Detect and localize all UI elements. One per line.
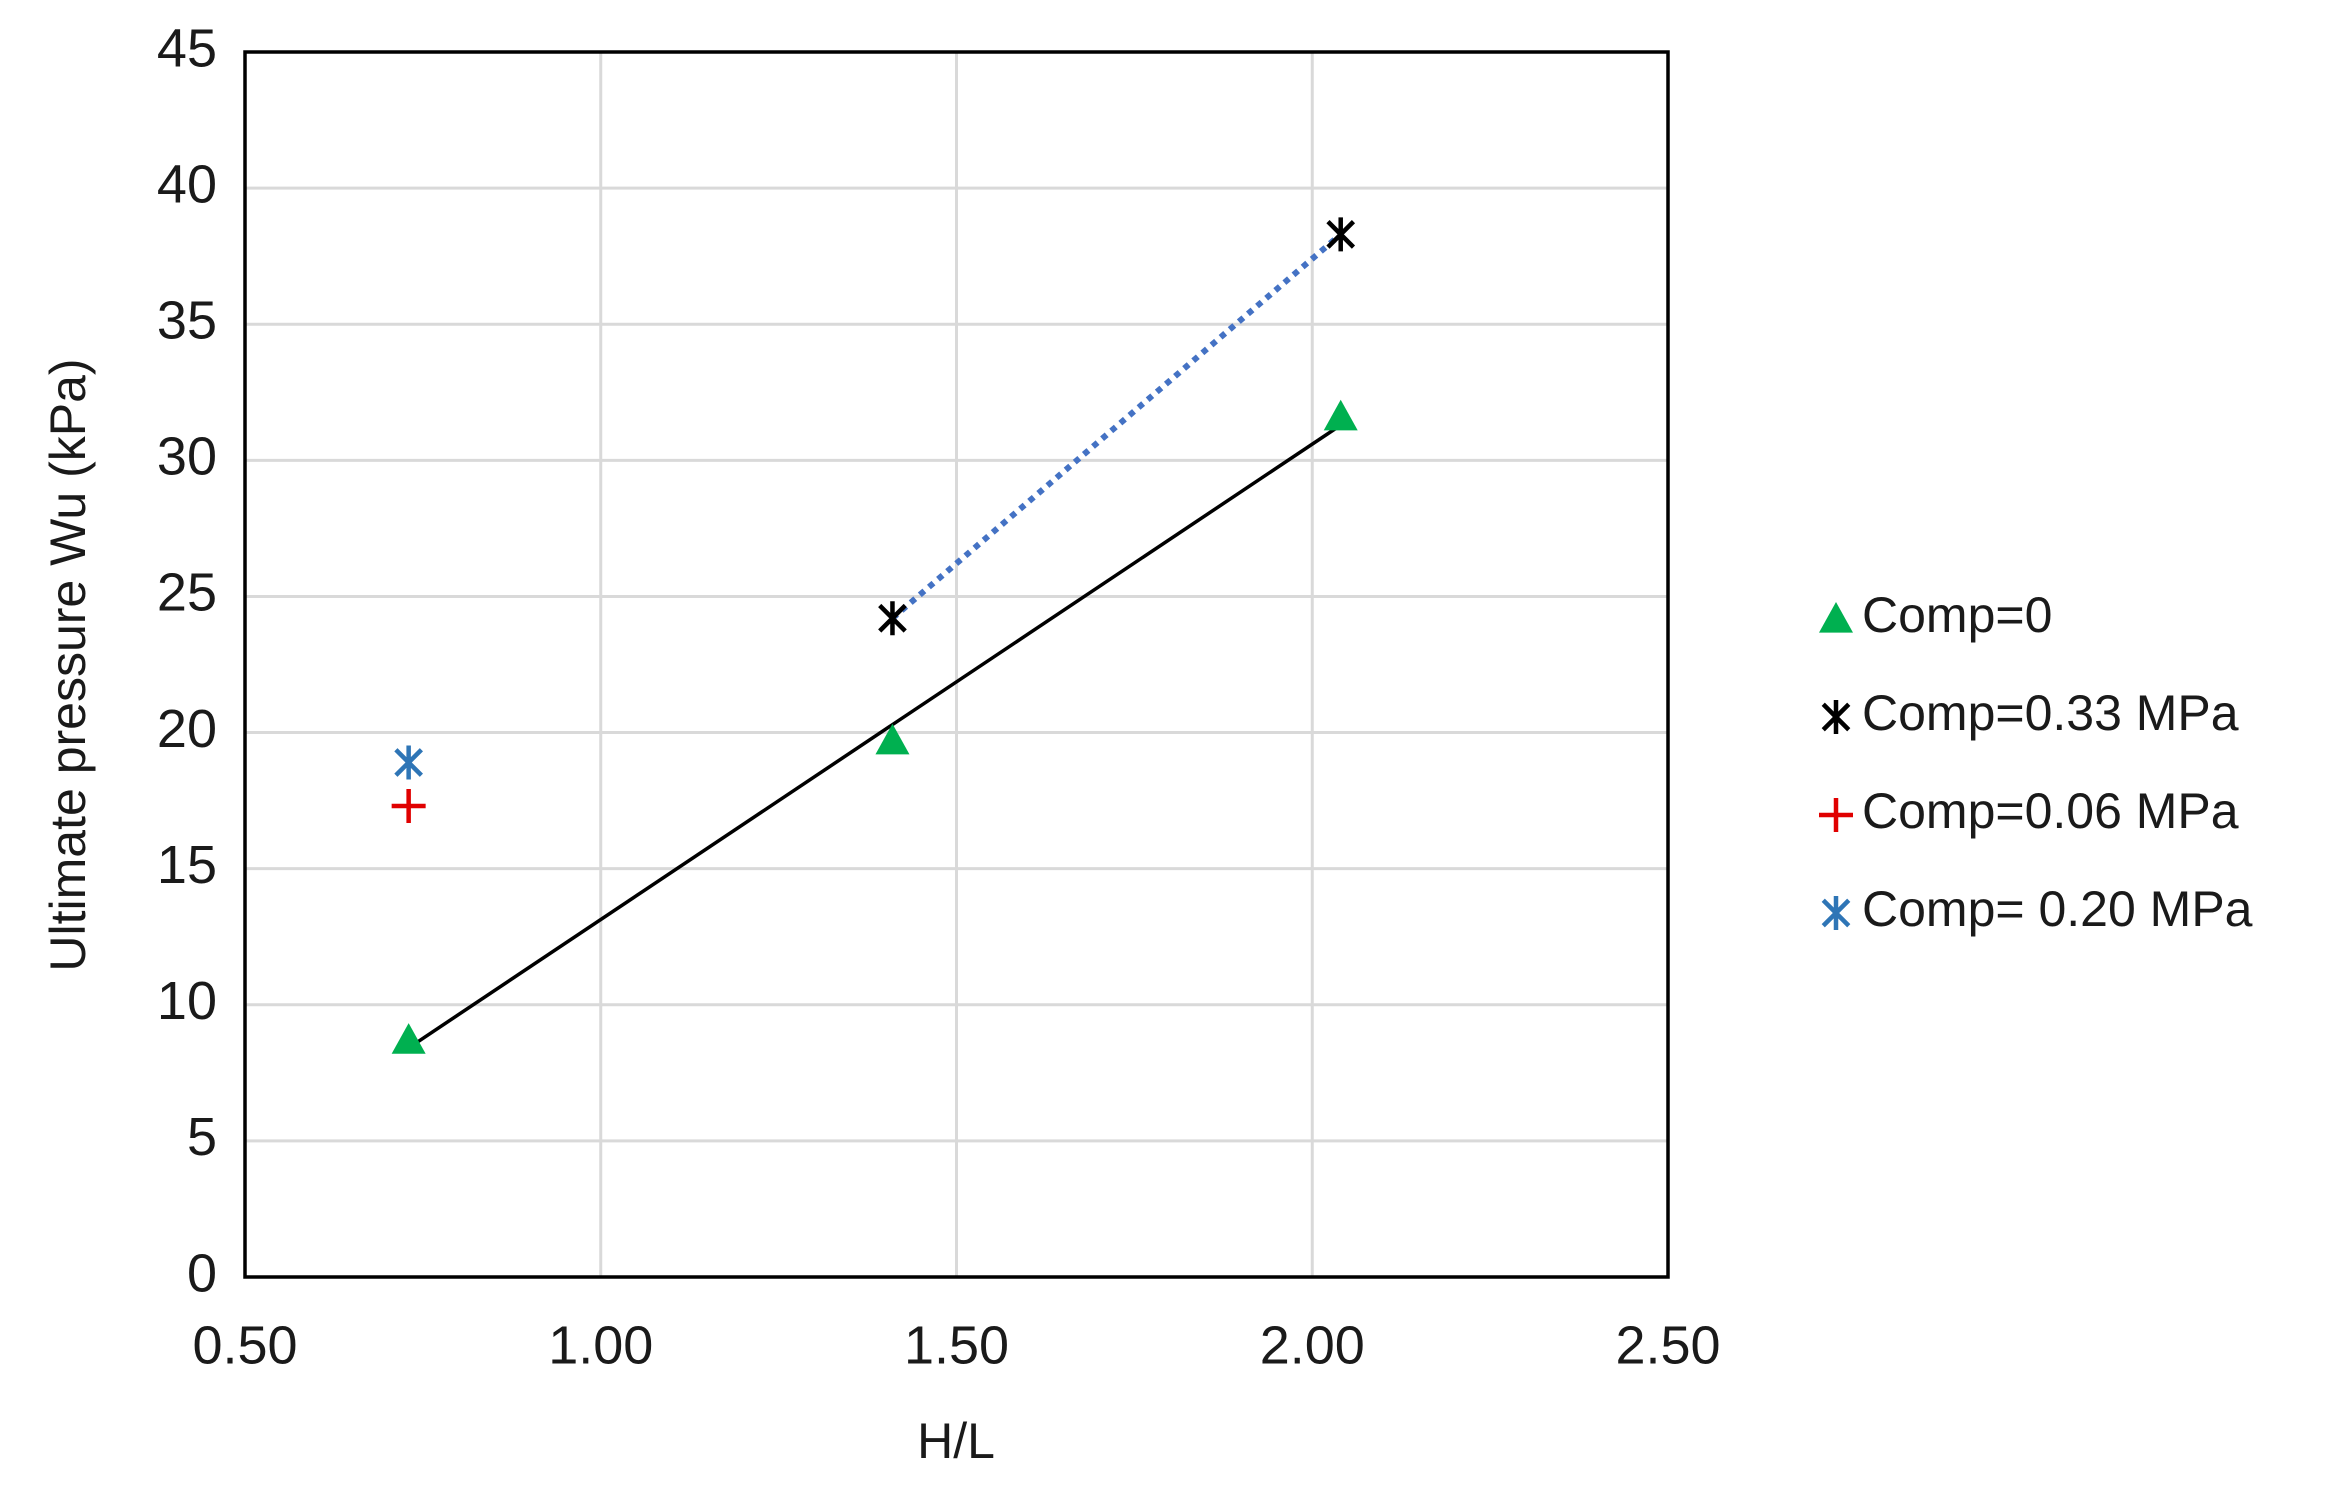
y-tick-label: 10 — [157, 971, 217, 1031]
y-tick-label: 30 — [157, 427, 217, 487]
x-tick-label: 1.50 — [904, 1315, 1009, 1375]
y-tick-label: 20 — [157, 699, 217, 759]
y-tick-label: 35 — [157, 290, 217, 350]
legend-label: Comp= 0.20 MPa — [1862, 881, 2253, 937]
legend-label: Comp=0 — [1862, 587, 2052, 643]
marker — [1326, 217, 1356, 252]
marker — [391, 1023, 426, 1054]
x-tick-label: 0.50 — [192, 1315, 297, 1375]
legend-label: Comp=0.33 MPa — [1862, 685, 2239, 741]
y-tick-label: 45 — [157, 18, 217, 78]
legend-label: Comp=0.06 MPa — [1862, 783, 2239, 839]
legend-marker — [1821, 700, 1851, 734]
x-tick-label: 2.50 — [1615, 1315, 1720, 1375]
trendline — [890, 232, 1343, 621]
trendline — [407, 423, 1342, 1050]
marker — [394, 745, 423, 780]
x-tick-label: 1.00 — [548, 1315, 653, 1375]
y-tick-label: 40 — [157, 154, 217, 214]
marker — [1323, 399, 1358, 431]
legend-marker — [1819, 602, 1853, 633]
plot-border — [243, 50, 1670, 1279]
y-tick-label: 25 — [157, 563, 217, 623]
y-tick-label: 5 — [187, 1107, 217, 1167]
y-tick-label: 0 — [187, 1243, 217, 1303]
legend-marker — [1821, 896, 1851, 930]
y-axis-title: Ultimate pressure Wu (kPa) — [40, 358, 96, 971]
marker — [878, 601, 907, 636]
x-axis-title: H/L — [917, 1413, 995, 1469]
marker — [875, 723, 910, 755]
y-tick-label: 15 — [157, 835, 217, 895]
legend-marker — [1819, 798, 1853, 832]
marker — [391, 789, 426, 824]
x-tick-label: 2.00 — [1260, 1315, 1365, 1375]
